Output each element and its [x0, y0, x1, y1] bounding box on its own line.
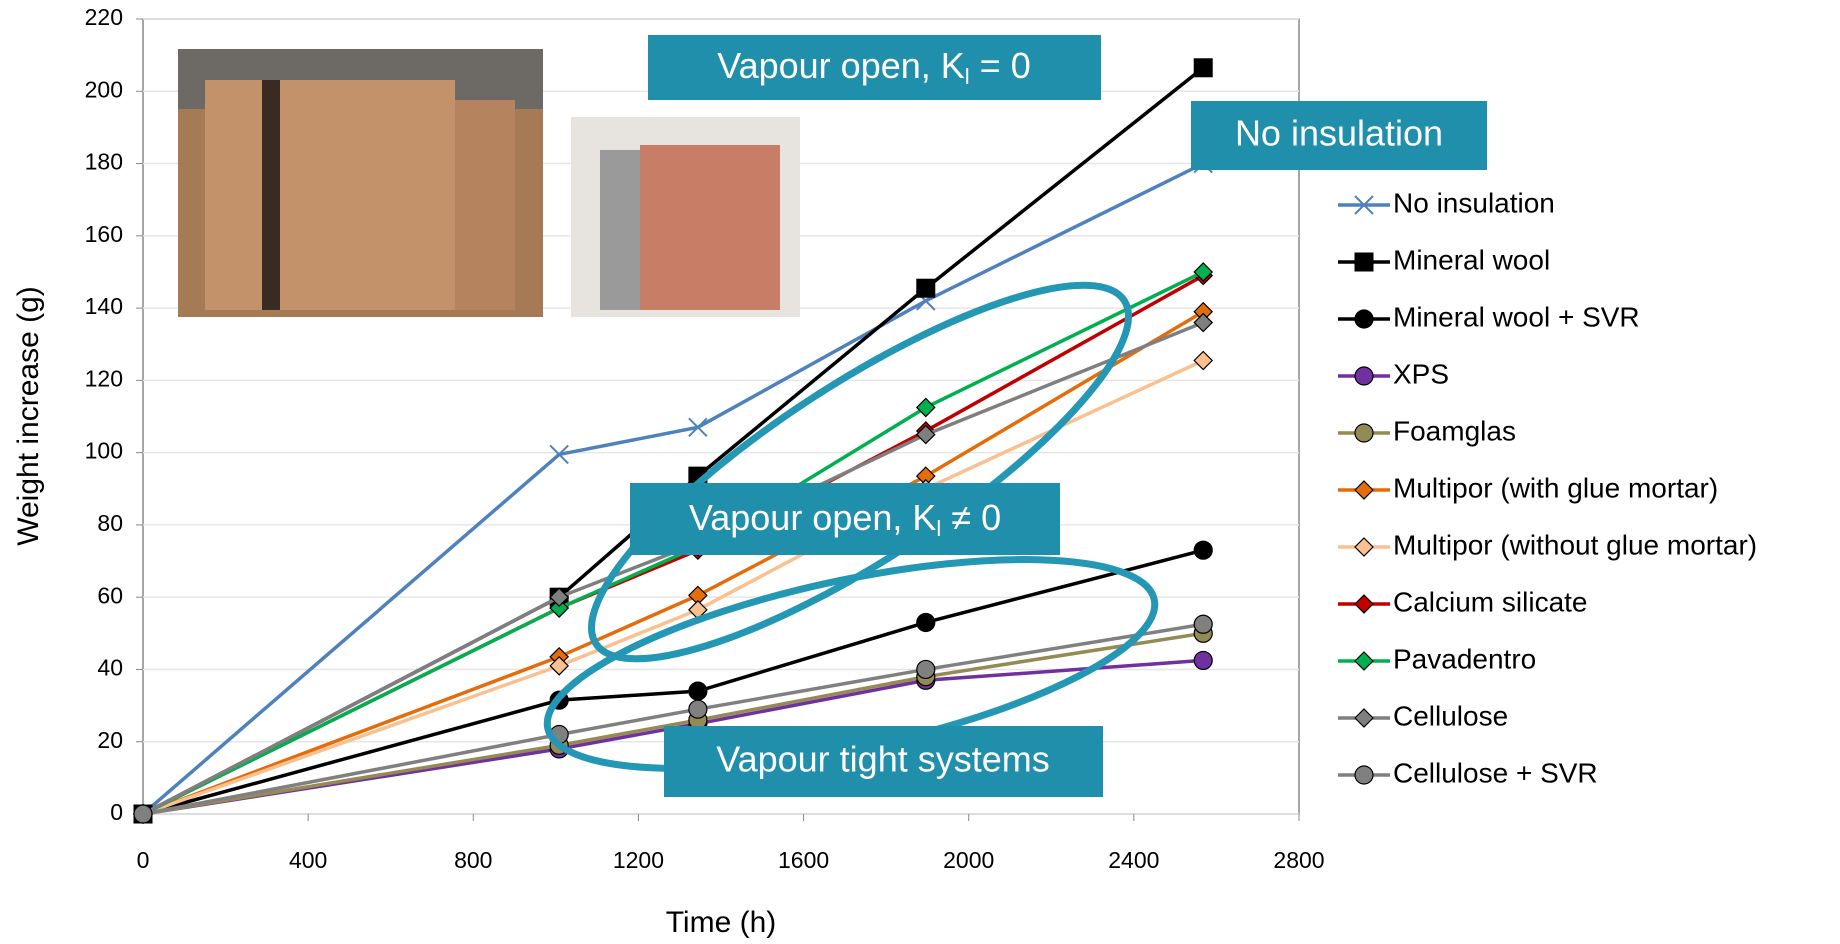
x-tick-label: 0 [137, 847, 150, 873]
photo-strip [262, 80, 280, 310]
legend: No insulation Mineral wool Mineral wool + … [1338, 187, 1757, 788]
annotation: Vapour open, Kl ≠ 0 [630, 483, 1060, 555]
y-tick-label: 100 [85, 438, 123, 464]
marker [1194, 651, 1212, 669]
y-tick-label: 20 [97, 727, 123, 753]
y-tick-label: 220 [85, 4, 123, 30]
marker [1355, 424, 1373, 442]
y-tick-label: 140 [85, 293, 123, 319]
marker [689, 682, 707, 700]
photo-bricks [640, 145, 780, 310]
annotation-text: = 0 [970, 45, 1031, 86]
marker [1355, 310, 1373, 328]
y-tick-label: 180 [85, 149, 123, 175]
marker [1355, 652, 1373, 670]
marker [1194, 541, 1212, 559]
photo [571, 117, 800, 317]
marker [1355, 481, 1373, 499]
annotation-text: Vapour open, Kl = 0 [717, 45, 1030, 89]
marker [1355, 367, 1373, 385]
legend-label: No insulation [1393, 187, 1555, 218]
legend-label: Cellulose [1393, 700, 1508, 731]
legend-label: Multipor (without glue mortar) [1393, 529, 1757, 560]
marker [917, 279, 935, 297]
annotation-text: No insulation [1235, 113, 1443, 154]
annotation-text: Vapour open, K [717, 45, 965, 86]
legend-label: Calcium silicate [1393, 586, 1588, 617]
marker [134, 805, 152, 823]
annotation: No insulation [1191, 101, 1487, 170]
legend-label: Mineral wool [1393, 244, 1550, 275]
annotation: Vapour open, Kl = 0 [648, 35, 1101, 100]
x-axis-title: Time (h) [666, 906, 777, 939]
legend-label: XPS [1393, 358, 1449, 389]
marker [1355, 766, 1373, 784]
marker [1355, 709, 1373, 727]
photo-insulation [600, 150, 640, 310]
marker [689, 700, 707, 718]
page: 0 20 40 60 80 100 120 140 160 180 200 220 0 400 800 120… [0, 0, 1840, 944]
photo-side [455, 100, 515, 310]
y-tick-label: 0 [110, 799, 123, 825]
legend-label: Cellulose + SVR [1393, 757, 1598, 788]
y-tick-label: 120 [85, 365, 123, 391]
marker [1194, 615, 1212, 633]
photo [178, 49, 543, 317]
annotation-text: Vapour open, Kl ≠ 0 [689, 497, 1001, 541]
y-tick-label: 60 [97, 582, 123, 608]
x-tick-label: 2800 [1273, 847, 1324, 873]
x-tick-label: 400 [289, 847, 327, 873]
chart: 0 20 40 60 80 100 120 140 160 180 200 220 0 400 800 120… [0, 0, 1840, 944]
y-axis-title: Weight increase (g) [12, 286, 45, 546]
marker [917, 613, 935, 631]
marker [1355, 538, 1373, 556]
legend-label: Pavadentro [1393, 643, 1536, 674]
y-tick-label: 200 [85, 76, 123, 102]
annotation-text: Vapour tight systems [716, 739, 1049, 780]
y-tick-label: 40 [97, 655, 123, 681]
photo-crate [205, 80, 455, 310]
legend-label: Foamglas [1393, 415, 1516, 446]
x-tick-label: 2400 [1108, 847, 1159, 873]
legend-label: Multipor (with glue mortar) [1393, 472, 1718, 503]
y-tick-label: 80 [97, 510, 123, 536]
y-tick-label: 160 [85, 221, 123, 247]
marker [917, 660, 935, 678]
annotation-text: Vapour open, K [689, 497, 937, 538]
legend-label: Mineral wool + SVR [1393, 301, 1640, 332]
x-tick-label: 800 [454, 847, 492, 873]
x-tick-label: 1600 [778, 847, 829, 873]
marker [1355, 253, 1373, 271]
marker [1194, 59, 1212, 77]
x-tick-label: 1200 [613, 847, 664, 873]
x-tick-label: 2000 [943, 847, 994, 873]
annotation: Vapour tight systems [664, 726, 1103, 797]
annotation-text: ≠ 0 [941, 497, 1001, 538]
marker [1355, 595, 1373, 613]
